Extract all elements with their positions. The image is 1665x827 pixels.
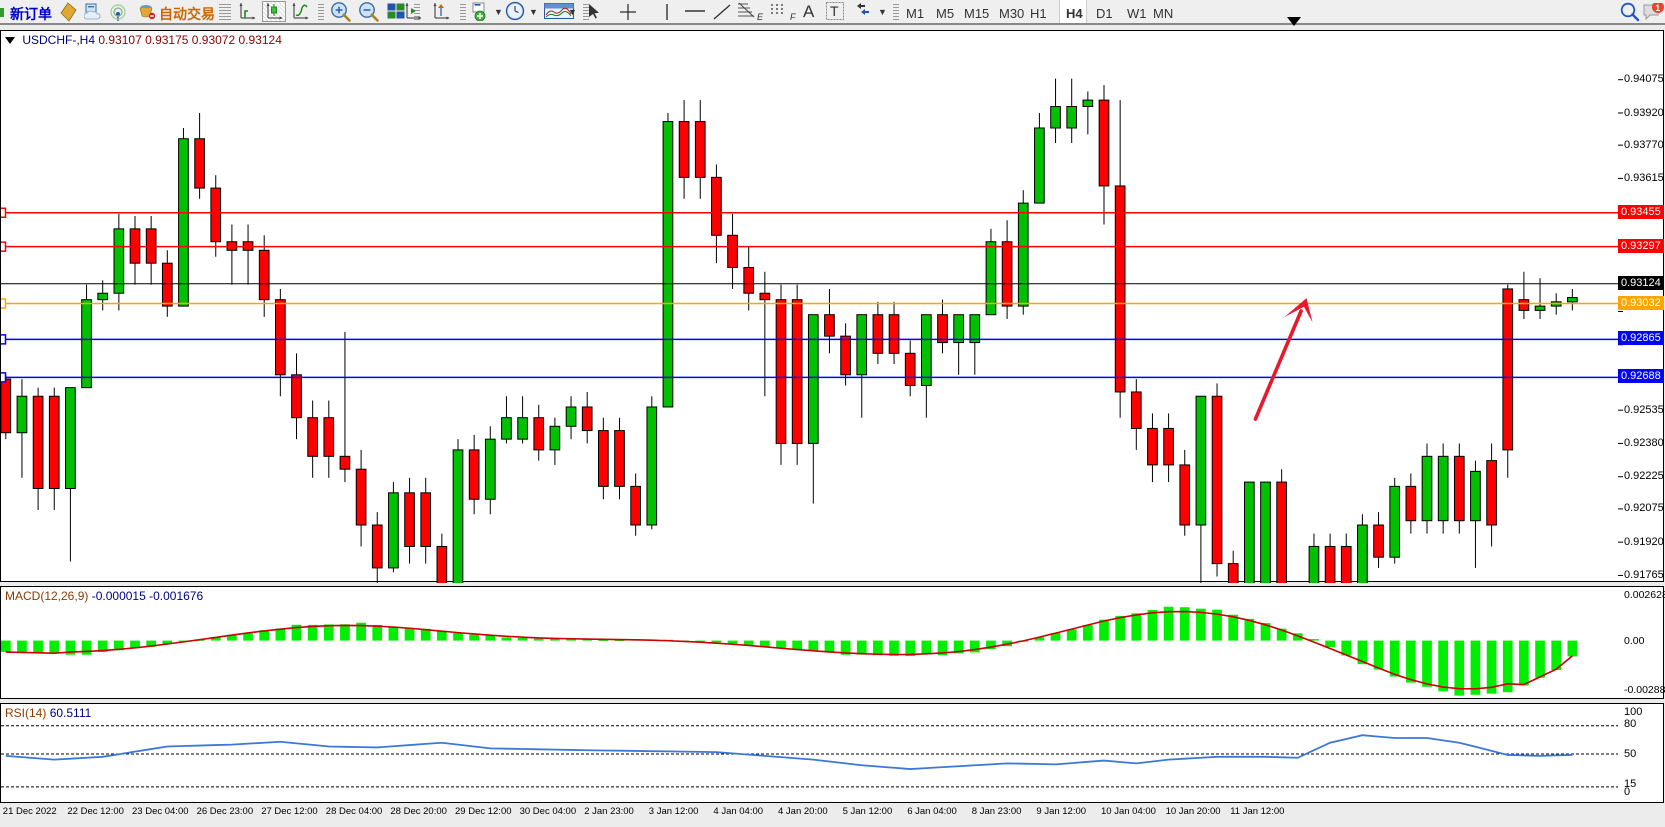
svg-text:T: T: [830, 3, 839, 19]
svg-text:1: 1: [1655, 3, 1660, 13]
